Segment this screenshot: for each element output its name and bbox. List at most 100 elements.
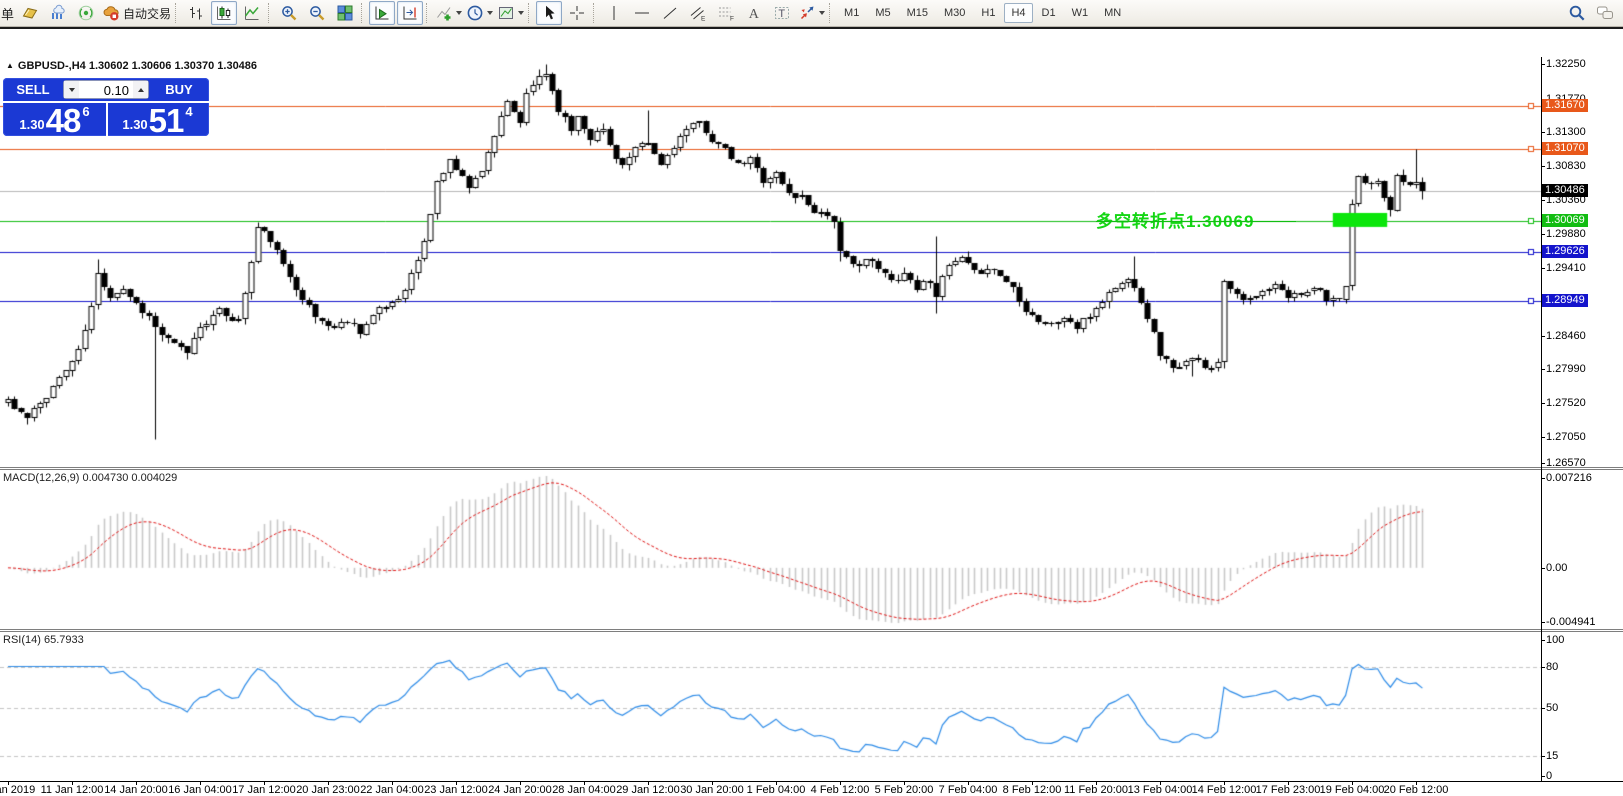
fibonacci-icon: F bbox=[717, 4, 735, 22]
axis-tick-mark bbox=[1541, 667, 1545, 668]
indicators-button[interactable] bbox=[434, 1, 463, 25]
axis-tick-mark bbox=[1541, 369, 1545, 370]
buy-price[interactable]: 1.30 51 4 bbox=[106, 103, 209, 136]
volume-decrease-button[interactable] bbox=[64, 81, 79, 98]
time-tick-mark bbox=[1032, 781, 1033, 785]
time-tick-label: 1 Feb 04:00 bbox=[746, 784, 806, 796]
autoscroll-icon bbox=[373, 4, 391, 22]
svg-text:A: A bbox=[749, 7, 760, 22]
timeframe-m15-button[interactable]: M15 bbox=[906, 7, 928, 19]
main-chart-canvas[interactable] bbox=[0, 57, 1541, 467]
toolbar-group-handle[interactable] bbox=[361, 3, 364, 23]
vertical-line-button[interactable] bbox=[601, 1, 627, 25]
rsi-pane-canvas[interactable] bbox=[0, 632, 1541, 781]
templates-button[interactable] bbox=[496, 1, 525, 25]
toolbar-group-handle[interactable] bbox=[426, 3, 429, 23]
bar-chart-button[interactable] bbox=[183, 1, 209, 25]
triangle-down-icon bbox=[68, 87, 75, 92]
toolbar-group-handle[interactable] bbox=[175, 3, 178, 23]
chart-window: ▲ GBPUSD-,H4 1.30602 1.30606 1.30370 1.30… bbox=[0, 29, 1623, 796]
trendline-button[interactable] bbox=[657, 1, 683, 25]
fibonacci-button[interactable]: F bbox=[713, 1, 739, 25]
horizontal-line-button[interactable] bbox=[629, 1, 655, 25]
price-tick-label: 1.32250 bbox=[1546, 58, 1586, 70]
toolbar-group-handle[interactable] bbox=[268, 3, 271, 23]
chart-title-text: GBPUSD-,H4 1.30602 1.30606 1.30370 1.304… bbox=[17, 60, 258, 72]
new-order-button[interactable] bbox=[17, 1, 43, 25]
time-tick-mark bbox=[840, 781, 841, 785]
macd-tick-label: -0.004941 bbox=[1546, 616, 1596, 628]
toolbar-group-handle[interactable] bbox=[593, 3, 596, 23]
time-tick-label: 29 Jan 12:00 bbox=[616, 784, 680, 796]
macd-tick-label: 0.007216 bbox=[1546, 472, 1592, 484]
time-tick-mark bbox=[1352, 781, 1353, 785]
text-button[interactable]: A bbox=[741, 1, 767, 25]
timeframe-h4-button[interactable]: H4 bbox=[1004, 3, 1033, 23]
time-tick-label: 13 Feb 04:00 bbox=[1127, 784, 1193, 796]
search-icon bbox=[1568, 4, 1586, 22]
macd-pane-canvas[interactable] bbox=[0, 470, 1541, 629]
bars-chart-icon bbox=[187, 4, 205, 22]
pivot-annotation-text[interactable]: 多空转折点1.30069 bbox=[1096, 212, 1255, 231]
axis-tick-mark bbox=[1541, 268, 1545, 269]
crosshair-button[interactable] bbox=[564, 1, 590, 25]
line-chart-button[interactable] bbox=[239, 1, 265, 25]
volume-input[interactable]: 0.10 bbox=[103, 83, 129, 98]
new-order-ticket-icon bbox=[21, 4, 39, 22]
time-tick-label: 4 Feb 12:00 bbox=[810, 784, 870, 796]
autotrading-button[interactable]: 自动交易 bbox=[101, 1, 172, 25]
search-button[interactable] bbox=[1564, 1, 1590, 25]
cursor-button[interactable] bbox=[536, 1, 563, 25]
timeframe-m5-button[interactable]: M5 bbox=[875, 7, 891, 19]
axis-tick-mark bbox=[1541, 200, 1545, 201]
time-tick-label: 11 Feb 20:00 bbox=[1063, 784, 1129, 796]
axis-tick-mark bbox=[1541, 234, 1545, 235]
equidistant-channel-button[interactable]: E bbox=[685, 1, 711, 25]
text-icon: A bbox=[745, 4, 763, 22]
crosshair-icon bbox=[568, 4, 586, 22]
chart-shift-button[interactable] bbox=[397, 1, 424, 25]
chart-upload-icon bbox=[49, 4, 67, 22]
timeframe-mn-button[interactable]: MN bbox=[1104, 7, 1122, 19]
new-order-partial-label[interactable]: 单 bbox=[1, 6, 15, 22]
timeframe-m1-button[interactable]: M1 bbox=[844, 7, 860, 19]
collapse-icon[interactable]: ▲ bbox=[6, 61, 14, 70]
signals-button[interactable] bbox=[73, 1, 99, 25]
time-tick-label: 14 Feb 12:00 bbox=[1191, 784, 1257, 796]
timeframe-m30-button[interactable]: M30 bbox=[944, 7, 966, 19]
toolbar-group-handle[interactable] bbox=[528, 3, 531, 23]
toolbar-group-handle[interactable] bbox=[829, 3, 832, 23]
rsi-pane-splitter[interactable] bbox=[0, 629, 1623, 632]
time-tick-label: 14 Jan 20:00 bbox=[104, 784, 168, 796]
price-tick-label: 1.30830 bbox=[1546, 160, 1586, 172]
zoom-in-button[interactable] bbox=[276, 1, 302, 25]
time-tick-label: 8 Feb 12:00 bbox=[1002, 784, 1062, 796]
one-click-trading-panel: SELL 0.10 BUY 1.30 48 6 1.30 51 4 bbox=[3, 78, 209, 136]
candlestick-chart-button[interactable] bbox=[211, 1, 238, 25]
current-price-badge: 1.30486 bbox=[1542, 184, 1588, 197]
autotrade-icon bbox=[102, 4, 120, 22]
buy-button[interactable]: BUY bbox=[149, 78, 209, 101]
zoom-out-button[interactable] bbox=[304, 1, 330, 25]
timeframe-d1-button[interactable]: D1 bbox=[1041, 7, 1056, 19]
chat-button[interactable] bbox=[1592, 1, 1618, 25]
periods-button[interactable] bbox=[465, 1, 494, 25]
text-label-button[interactable]: T bbox=[769, 1, 795, 25]
horizontal-line-icon bbox=[633, 4, 651, 22]
arrows-button[interactable] bbox=[797, 1, 826, 25]
autotrade-label: 自动交易 bbox=[123, 6, 172, 21]
axis-tick-mark bbox=[1541, 478, 1545, 479]
volume-increase-button[interactable] bbox=[133, 81, 148, 98]
sell-button[interactable]: SELL bbox=[3, 78, 63, 101]
publish-chart-button[interactable] bbox=[45, 1, 71, 25]
axis-tick-mark bbox=[1541, 708, 1545, 709]
tile-windows-button[interactable] bbox=[332, 1, 358, 25]
window-divider bbox=[0, 27, 1623, 29]
timeframe-h1-button[interactable]: H1 bbox=[981, 7, 996, 19]
autoscroll-button[interactable] bbox=[369, 1, 396, 25]
timeframe-w1-button[interactable]: W1 bbox=[1071, 7, 1089, 19]
buy-price-prefix: 1.30 bbox=[122, 117, 148, 132]
macd-pane-splitter[interactable] bbox=[0, 467, 1623, 470]
price-tick-label: 1.27520 bbox=[1546, 397, 1586, 409]
sell-price[interactable]: 1.30 48 6 bbox=[3, 103, 106, 136]
